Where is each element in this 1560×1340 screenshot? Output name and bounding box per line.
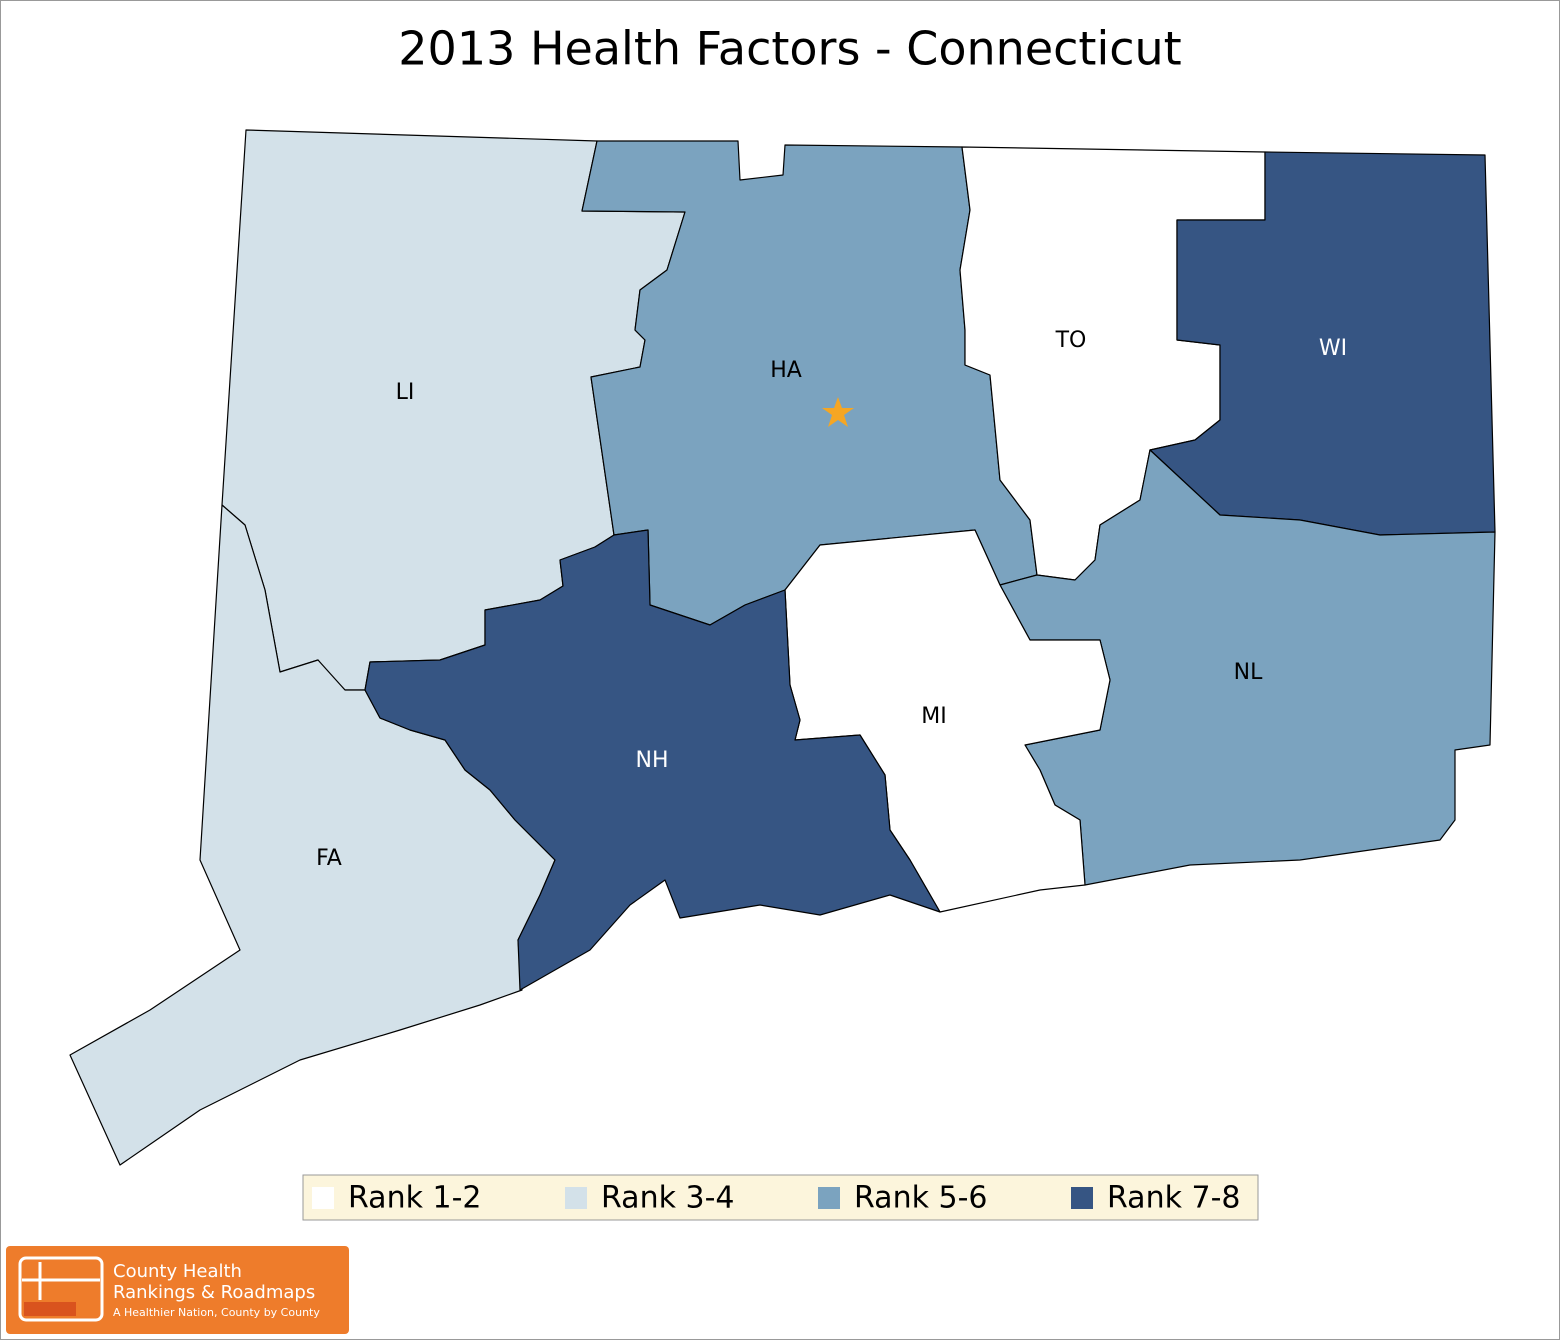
county-label: NH bbox=[636, 748, 669, 773]
county-label: HA bbox=[770, 358, 802, 383]
legend-label: Rank 3-4 bbox=[601, 1181, 735, 1216]
counties: LI FA HA TO WI NL MI NH bbox=[69, 129, 1496, 1166]
legend: Rank 1-2 Rank 3-4 Rank 5-6 Rank 7-8 bbox=[312, 1181, 1241, 1216]
legend-label: Rank 7-8 bbox=[1107, 1181, 1241, 1216]
legend-swatch bbox=[1071, 1187, 1093, 1209]
county-label: NL bbox=[1234, 660, 1263, 685]
county-label: FA bbox=[316, 846, 342, 871]
legend-swatch bbox=[312, 1187, 334, 1209]
legend-label: Rank 1-2 bbox=[348, 1181, 482, 1216]
legend-swatch bbox=[818, 1187, 840, 1209]
logo-icon bbox=[18, 1256, 104, 1322]
county-label: TO bbox=[1055, 328, 1087, 353]
legend-box bbox=[302, 1174, 1259, 1221]
capital-star bbox=[822, 397, 854, 427]
logo-icon-part bbox=[24, 1302, 76, 1316]
map-title: 2013 Health Factors - Connecticut bbox=[398, 22, 1181, 76]
logo-tagline: A Healthier Nation, County by County bbox=[113, 1306, 320, 1319]
county-shape bbox=[364, 529, 941, 991]
legend-swatch bbox=[565, 1187, 587, 1209]
logo-background bbox=[6, 1246, 349, 1334]
county-label: MI bbox=[921, 704, 946, 729]
logo-line2: Rankings & Roadmaps bbox=[113, 1282, 315, 1303]
logo-line1: County Health bbox=[113, 1261, 242, 1282]
county-label: WI bbox=[1319, 336, 1347, 361]
logo: County Health Rankings & Roadmaps A Heal… bbox=[6, 1246, 349, 1334]
legend-label: Rank 5-6 bbox=[854, 1181, 988, 1216]
county-label: LI bbox=[396, 380, 415, 405]
